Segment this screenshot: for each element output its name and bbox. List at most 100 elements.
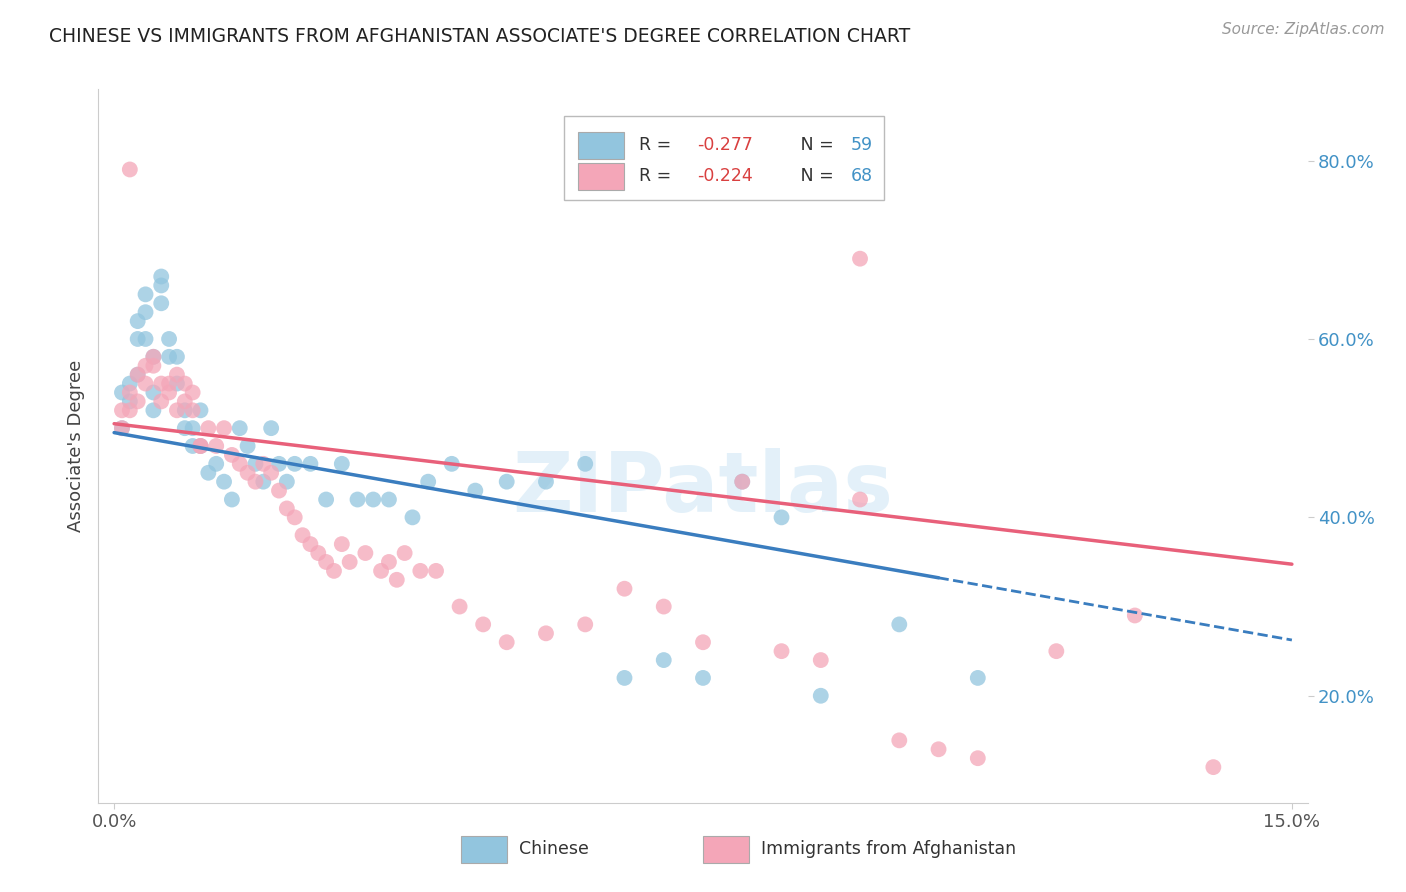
Point xyxy=(849,492,872,507)
Point xyxy=(276,501,298,516)
Point xyxy=(770,510,793,524)
Point xyxy=(150,376,173,391)
Point xyxy=(378,492,401,507)
Point xyxy=(166,368,188,382)
Point xyxy=(770,644,793,658)
Point xyxy=(181,385,204,400)
Point xyxy=(205,439,228,453)
Point xyxy=(173,421,195,435)
Point xyxy=(613,582,636,596)
Point xyxy=(142,350,165,364)
Point xyxy=(127,332,149,346)
Point xyxy=(118,385,141,400)
Point xyxy=(330,457,353,471)
Point xyxy=(197,421,219,435)
Point xyxy=(166,376,188,391)
Point xyxy=(229,421,252,435)
Point xyxy=(118,394,141,409)
Point xyxy=(409,564,432,578)
Point xyxy=(142,350,165,364)
Point xyxy=(111,421,134,435)
Point xyxy=(150,269,173,284)
Point xyxy=(252,475,274,489)
Point xyxy=(127,394,149,409)
Point xyxy=(190,439,212,453)
Point xyxy=(330,537,353,551)
Text: Source: ZipAtlas.com: Source: ZipAtlas.com xyxy=(1222,22,1385,37)
Point xyxy=(966,671,988,685)
Text: CHINESE VS IMMIGRANTS FROM AFGHANISTAN ASSOCIATE'S DEGREE CORRELATION CHART: CHINESE VS IMMIGRANTS FROM AFGHANISTAN A… xyxy=(49,27,911,45)
Point xyxy=(142,385,165,400)
Point xyxy=(267,457,290,471)
Point xyxy=(692,671,714,685)
Point xyxy=(810,689,832,703)
Text: -0.224: -0.224 xyxy=(697,167,752,186)
Point xyxy=(190,439,212,453)
Point xyxy=(534,626,557,640)
Point xyxy=(260,421,283,435)
Point xyxy=(197,466,219,480)
Text: R =: R = xyxy=(638,136,676,154)
Point xyxy=(323,564,346,578)
Point xyxy=(449,599,471,614)
Point xyxy=(731,475,754,489)
Point xyxy=(111,385,134,400)
Point xyxy=(731,475,754,489)
Text: N =: N = xyxy=(785,167,839,186)
Point xyxy=(181,403,204,417)
Point xyxy=(229,457,252,471)
FancyBboxPatch shape xyxy=(564,116,884,200)
Point xyxy=(1045,644,1067,658)
Point xyxy=(260,466,283,480)
Point xyxy=(142,359,165,373)
Point xyxy=(534,475,557,489)
Point xyxy=(299,537,322,551)
Point xyxy=(574,457,596,471)
Point xyxy=(157,376,180,391)
Point xyxy=(361,492,384,507)
Point xyxy=(142,403,165,417)
Point xyxy=(150,278,173,293)
Point xyxy=(889,617,911,632)
Point xyxy=(440,457,463,471)
Bar xyxy=(578,162,624,190)
Point xyxy=(849,252,872,266)
Point xyxy=(291,528,314,542)
Point xyxy=(1202,760,1225,774)
Point xyxy=(150,296,173,310)
Point xyxy=(150,394,173,409)
Point xyxy=(370,564,392,578)
Text: R =: R = xyxy=(638,167,676,186)
Point xyxy=(495,475,517,489)
Point xyxy=(495,635,517,649)
Point xyxy=(652,599,675,614)
Text: 59: 59 xyxy=(851,136,873,154)
Point xyxy=(267,483,290,498)
Text: Chinese: Chinese xyxy=(519,840,589,858)
Point xyxy=(284,457,307,471)
Point xyxy=(135,305,157,319)
Point xyxy=(284,510,307,524)
Point xyxy=(966,751,988,765)
Point xyxy=(166,350,188,364)
Point xyxy=(181,421,204,435)
Point xyxy=(118,403,141,417)
Text: 68: 68 xyxy=(851,167,873,186)
Point xyxy=(212,475,235,489)
Point xyxy=(181,439,204,453)
Point xyxy=(315,492,337,507)
Point xyxy=(394,546,416,560)
Point xyxy=(236,466,259,480)
Point xyxy=(928,742,950,756)
Y-axis label: Associate's Degree: Associate's Degree xyxy=(66,359,84,533)
Point xyxy=(464,483,486,498)
Point xyxy=(190,403,212,417)
Point xyxy=(135,287,157,301)
Point xyxy=(157,332,180,346)
Point xyxy=(111,403,134,417)
Point xyxy=(613,671,636,685)
Point xyxy=(472,617,495,632)
Text: ZIPatlas: ZIPatlas xyxy=(513,449,893,529)
Point xyxy=(221,492,243,507)
Point xyxy=(315,555,337,569)
